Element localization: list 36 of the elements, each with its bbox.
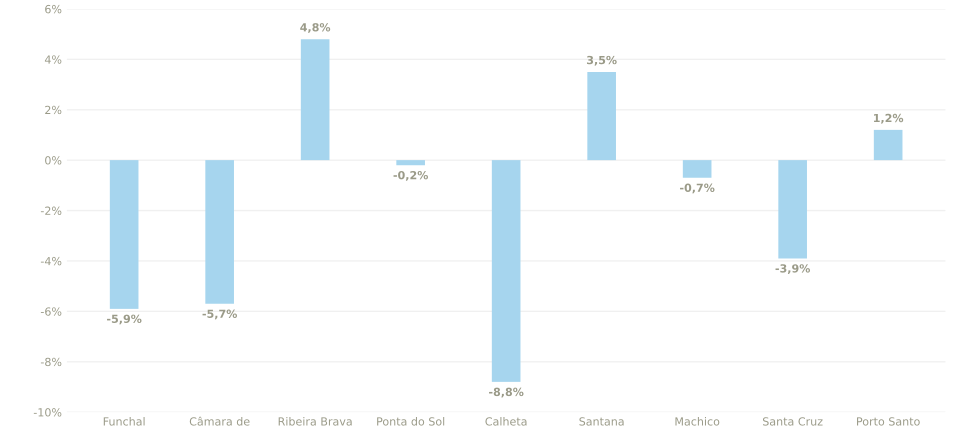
y-tick-label: 4% xyxy=(44,55,62,64)
x-tick-label: Santana xyxy=(579,417,624,426)
bar xyxy=(682,160,712,178)
bar xyxy=(874,130,902,160)
data-label: -0,7% xyxy=(680,184,715,194)
y-tick-label: 6% xyxy=(45,4,62,14)
data-label: -0,2% xyxy=(394,170,428,181)
x-tick-label: Câmara de xyxy=(190,416,250,426)
data-label: -5,7% xyxy=(202,310,238,320)
data-label: -3,9% xyxy=(776,264,810,274)
x-tick-label: Funchal xyxy=(104,417,145,426)
data-label: -5,9% xyxy=(107,314,142,324)
bar xyxy=(110,160,138,309)
x-tick-label: Calheta xyxy=(485,417,526,426)
x-tick-label: Santa Cruz xyxy=(762,417,823,426)
data-label: 4,8% xyxy=(300,23,330,33)
y-tick-label: 2% xyxy=(45,106,62,114)
x-tick-label: Machico xyxy=(675,417,720,426)
bar xyxy=(205,160,234,304)
y-tick-label: -8% xyxy=(40,358,62,366)
x-tick-label: Ponta do Sol xyxy=(377,417,444,426)
y-tick-label: -4% xyxy=(40,256,62,266)
y-tick-label: -6% xyxy=(40,307,62,316)
data-label: -8,8% xyxy=(489,388,524,398)
x-tick-label: Porto Santo xyxy=(857,417,920,426)
data-label: 3,5% xyxy=(586,56,617,66)
bar xyxy=(300,39,330,160)
y-tick-label: 0% xyxy=(45,156,62,165)
y-tick-label: -2% xyxy=(40,206,62,215)
bar xyxy=(396,160,425,166)
bar xyxy=(492,160,520,382)
data-label: 1,2% xyxy=(874,114,904,124)
bar xyxy=(587,72,616,160)
bar xyxy=(778,160,807,258)
x-tick-label: Ribeira Brava xyxy=(278,417,352,426)
y-tick-label: -10% xyxy=(34,408,62,417)
